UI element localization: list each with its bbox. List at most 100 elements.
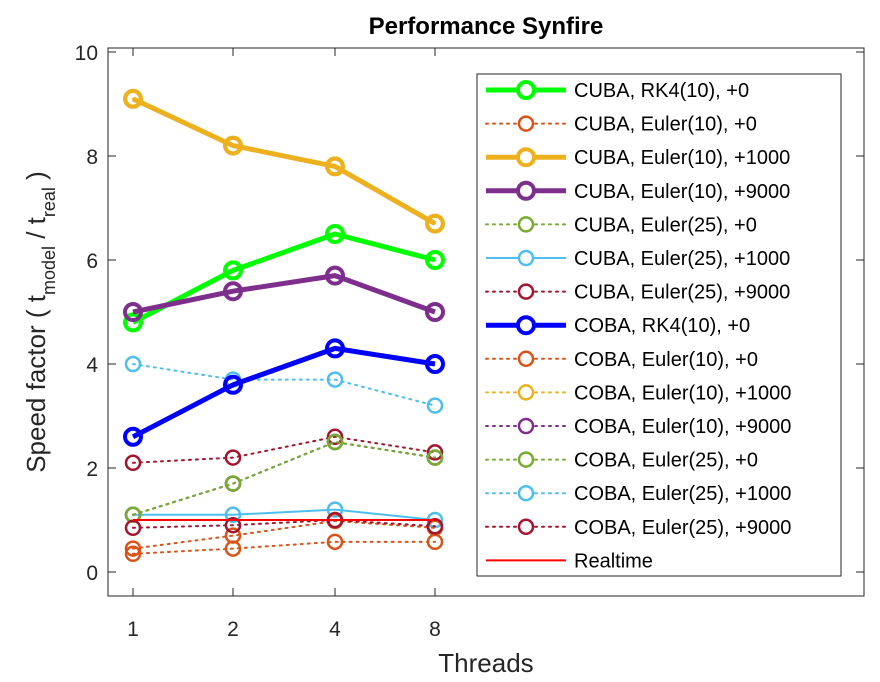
y-axis: 0 2 4 6 8 10: [75, 42, 864, 585]
x-tick-label: 4: [329, 618, 341, 641]
legend-label: Realtime: [574, 550, 653, 572]
legend-swatch-marker: [516, 180, 536, 201]
legend-entry: CUBA, Euler(10), +9000: [486, 180, 790, 203]
legend-label: CUBA, Euler(10), +9000: [574, 181, 790, 203]
legend-swatch-marker: [517, 216, 535, 233]
legend-swatch-marker: [517, 484, 535, 502]
legend-swatch-marker: [516, 315, 536, 336]
legend-entry: COBA, Euler(10), +9000: [485, 416, 791, 438]
legend-label: COBA, Euler(25), +0: [574, 450, 758, 472]
legend-swatch-marker: [517, 283, 535, 300]
legend-swatch-marker: [517, 249, 535, 267]
y-tick-label: 8: [86, 146, 98, 169]
legend-label: CUBA, Euler(25), +0: [574, 214, 757, 236]
data-point: [224, 527, 242, 544]
legend-label: CUBA, Euler(10), +0: [574, 114, 757, 136]
series-line: [132, 441, 436, 516]
series-7: [124, 428, 444, 472]
y-tick-label: 0: [86, 562, 98, 585]
legend-swatch-marker: [517, 417, 535, 435]
legend-label: CUBA, Euler(25), +9000: [574, 282, 790, 304]
y-axis-label-mid: / t: [21, 216, 51, 246]
x-tick-label: 2: [227, 618, 239, 641]
legend-label: COBA, RK4(10), +0: [574, 315, 750, 337]
legend-label: CUBA, Euler(10), +1000: [574, 147, 790, 169]
legend-entry: CUBA, Euler(25), +0: [485, 214, 757, 236]
data-point: [326, 501, 344, 518]
y-axis-label-prefix: Speed factor ( t: [21, 294, 51, 473]
y-axis-label-sub-model: model: [39, 246, 59, 295]
series-line: [131, 345, 436, 440]
legend-entry: COBA, Euler(25), +0: [485, 450, 758, 472]
data-point: [123, 426, 143, 447]
series-line: [132, 435, 436, 464]
series-12: [124, 433, 444, 524]
series-line: [132, 273, 436, 315]
data-point: [223, 374, 243, 395]
y-tick-label: 4: [86, 354, 98, 377]
legend-swatch-marker: [517, 518, 535, 536]
series-line: [132, 540, 436, 555]
legend-swatch-marker: [517, 115, 535, 132]
data-point: [325, 156, 345, 177]
legend-entry: COBA, Euler(10), +1000: [485, 382, 791, 404]
legend-entry: CUBA, Euler(25), +1000: [486, 248, 790, 270]
data-point: [224, 516, 242, 534]
legend-label: CUBA, RK4(10), +0: [574, 80, 749, 102]
data-point: [123, 312, 143, 333]
data-point: [326, 428, 344, 446]
y-axis-label-suffix: ): [21, 171, 51, 187]
series-8: [123, 338, 445, 447]
legend-entry: COBA, RK4(10), +0: [486, 315, 750, 337]
data-point: [325, 265, 345, 286]
legend-swatch-marker: [516, 147, 536, 168]
series-line: [131, 231, 436, 325]
data-point: [223, 135, 243, 156]
data-point: [124, 545, 142, 563]
chart-title: Performance Synfire: [369, 13, 604, 40]
data-point: [223, 260, 243, 281]
y-tick-label: 2: [86, 458, 98, 481]
legend-label: COBA, Euler(10), +1000: [574, 382, 791, 404]
legend-swatch-marker: [517, 384, 535, 401]
data-point: [123, 88, 143, 109]
series-1: [123, 224, 445, 333]
legend-swatch-marker: [516, 80, 536, 100]
legend-swatch-marker: [517, 350, 535, 368]
y-axis-label-sub-real: real: [39, 187, 59, 217]
x-tick-label: 1: [127, 618, 139, 641]
y-tick-label: 6: [86, 250, 98, 273]
series-line: [132, 363, 436, 407]
legend-swatch-marker: [517, 451, 535, 468]
data-point: [124, 540, 142, 557]
legend-entry: COBA, Euler(25), +9000: [485, 517, 791, 539]
legend-label: COBA, Euler(25), +9000: [574, 517, 791, 539]
data-point: [224, 449, 242, 466]
data-point: [425, 213, 445, 234]
data-point: [326, 433, 344, 451]
legend-entry: COBA, Euler(10), +0: [485, 349, 758, 371]
legend-entry: COBA, Euler(25), +1000: [485, 483, 791, 505]
data-point: [224, 475, 242, 492]
data-point: [426, 444, 444, 461]
data-point: [326, 533, 344, 551]
data-point: [124, 355, 142, 373]
series-line: [133, 508, 436, 521]
data-point: [426, 397, 444, 414]
data-point: [224, 506, 242, 524]
data-point: [124, 454, 142, 472]
data-point: [425, 302, 445, 322]
legend-entry: CUBA, Euler(10), +0: [485, 114, 757, 136]
series-layer: [123, 88, 445, 563]
series-3: [123, 88, 445, 234]
y-axis-label: Speed factor ( tmodel / treal ): [21, 171, 59, 473]
series-4: [123, 265, 445, 322]
legend-label: COBA, Euler(10), +9000: [574, 416, 791, 438]
series-line: [132, 519, 436, 529]
legend-label: COBA, Euler(10), +0: [574, 349, 758, 371]
legend-label: COBA, Euler(25), +1000: [574, 483, 791, 505]
data-point: [425, 250, 445, 270]
series-line: [131, 96, 437, 226]
x-axis: 1 2 4 8: [127, 48, 441, 641]
